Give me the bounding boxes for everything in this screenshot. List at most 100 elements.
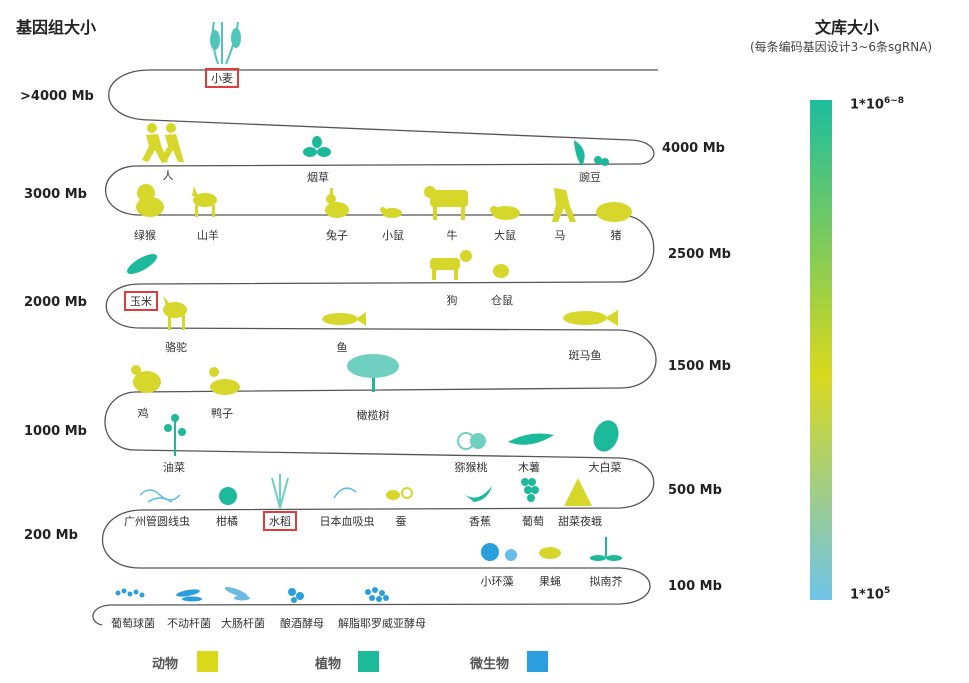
legend-animal-label: 动物: [152, 657, 179, 672]
label-pea: 豌豆: [579, 171, 601, 184]
label-yarrowia: 解脂耶罗威亚酵母: [338, 617, 426, 630]
label-human: 人: [162, 169, 174, 182]
staph-icon: [115, 588, 145, 598]
cassava-icon: [508, 433, 554, 445]
rapeseed-icon: [164, 414, 186, 456]
label-green-monkey: 绿猴: [134, 229, 156, 242]
label-grape: 葡萄: [522, 515, 544, 528]
size-label-1500: 1500 Mb: [668, 359, 731, 374]
label-tobacco: 烟草: [307, 171, 329, 184]
label-olive: 橄榄树: [356, 409, 390, 422]
label-duck: 鸭子: [211, 407, 233, 420]
label-yeast: 酿酒酵母: [280, 617, 324, 630]
yeast-icon: [288, 588, 304, 603]
olive-tree-icon: [347, 354, 399, 392]
label-dog: 狗: [446, 294, 458, 307]
legend-microbe-label: 微生物: [470, 657, 510, 672]
scale-top-label: 1*106~8: [850, 96, 904, 112]
kiwi-icon: [457, 432, 486, 450]
zebrafish-icon: [563, 310, 618, 326]
size-label-4000: 4000 Mb: [662, 141, 725, 156]
fruitfly-icon: [539, 547, 561, 559]
size-label-3000: 3000 Mb: [24, 187, 87, 202]
dog-icon: [430, 250, 472, 280]
duck-icon: [209, 367, 240, 395]
label-pig: 猪: [610, 229, 622, 242]
pig-icon: [596, 202, 632, 222]
arabidopsis-icon: [590, 537, 622, 561]
banana-icon: [464, 486, 492, 502]
size-label-2500: 2500 Mb: [668, 247, 731, 262]
legend-plant-swatch: [358, 651, 379, 672]
legend-animal-swatch: [197, 651, 218, 672]
label-wheat: 小麦: [205, 68, 239, 88]
grape-icon: [521, 478, 539, 502]
label-maize: 玉米: [124, 291, 158, 311]
pea-icon: [574, 140, 609, 166]
right-subtitle: (每条编码基因设计3~6条sgRNA): [750, 40, 933, 54]
label-kiwi: 猕猴桃: [454, 461, 488, 474]
label-banana: 香蕉: [469, 515, 491, 528]
label-chicken: 鸡: [137, 407, 149, 420]
label-rat: 大鼠: [494, 229, 516, 242]
hamster-icon: [493, 264, 509, 278]
label-brugia: 广州管圆线虫: [124, 515, 190, 528]
label-rice: 水稻: [263, 511, 297, 531]
chicken-icon: [131, 365, 161, 393]
label-goat: 山羊: [197, 229, 219, 242]
label-fruitfly: 果蝇: [539, 575, 561, 588]
rabbit-icon: [325, 188, 349, 218]
label-bacillus: 不动杆菌: [167, 617, 211, 630]
beet-armyworm-icon: [564, 478, 592, 506]
legend-microbe-swatch: [527, 651, 548, 672]
right-title: 文库大小: [815, 18, 880, 37]
library-size-gradient-bar: [810, 100, 832, 600]
label-ecoli: 大肠杆菌: [221, 617, 265, 630]
size-label-2000: 2000 Mb: [24, 295, 87, 310]
label-fish: 鱼: [336, 341, 348, 354]
green-monkey-icon: [136, 184, 164, 217]
scale-bottom-label: 1*105: [850, 586, 890, 602]
fish-icon: [322, 312, 366, 326]
schistosoma-icon: [333, 487, 357, 499]
label-rapeseed: 油菜: [163, 461, 185, 474]
mouse-icon: [380, 207, 402, 218]
rat-icon: [490, 206, 520, 220]
left-title: 基因组大小: [16, 18, 97, 37]
rice-icon: [271, 474, 289, 509]
ecoli-icon: [224, 587, 250, 601]
label-schistosoma: 日本血吸虫: [319, 515, 375, 528]
size-label-200: 200 Mb: [24, 528, 78, 543]
label-cassava: 木薯: [518, 461, 540, 474]
label-arabidopsis: 拟南芥: [589, 575, 623, 588]
label-rabbit: 兔子: [326, 229, 348, 242]
label-horse: 马: [554, 229, 566, 242]
scale-top-exponent: 6~8: [883, 96, 905, 106]
silkworm-icon: [386, 487, 413, 500]
cabbage-icon: [593, 420, 619, 452]
size-label-500: 500 Mb: [668, 483, 722, 498]
brugia-icon: [139, 489, 181, 503]
goat-icon: [192, 186, 217, 217]
human-icon: [142, 123, 184, 163]
label-mouse: 小鼠: [382, 229, 404, 242]
chlorella-icon: [481, 543, 517, 561]
wheat-icon: [210, 21, 241, 65]
label-citrus: 柑橘: [216, 515, 238, 528]
horse-icon: [552, 188, 576, 222]
label-cabbage: 大白菜: [588, 461, 622, 474]
scale-top-base: 1*10: [850, 97, 884, 113]
cattle-icon: [424, 186, 468, 220]
label-beet-armyworm: 甜菜夜蛾: [558, 515, 602, 528]
label-chlorella: 小环藻: [480, 575, 514, 588]
scale-bottom-base: 1*10: [850, 587, 884, 603]
legend-plant-label: 植物: [315, 657, 342, 672]
label-cattle: 牛: [446, 229, 458, 242]
scale-bottom-exponent: 5: [883, 586, 891, 596]
size-label-4000-plus: >4000 Mb: [20, 89, 94, 104]
label-silkworm: 蚕: [395, 515, 407, 528]
label-hamster: 仓鼠: [491, 294, 513, 307]
label-zebrafish: 斑马鱼: [568, 349, 602, 362]
